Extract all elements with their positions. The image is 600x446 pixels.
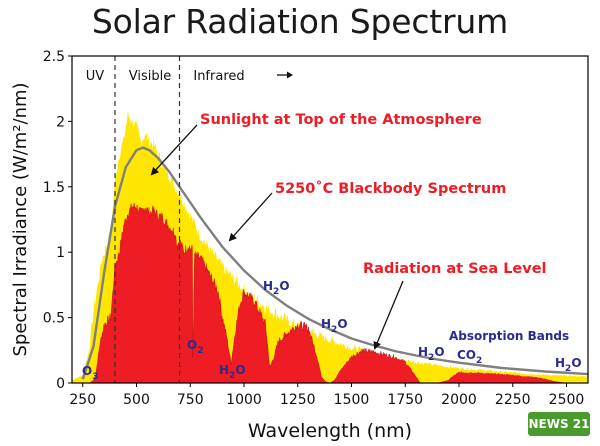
- molecule-label: H2O: [555, 356, 582, 374]
- x-tick-label: 750: [177, 392, 204, 408]
- blackbody-curve: [81, 146, 588, 380]
- area-layer: [72, 110, 588, 383]
- region-divider-layer: [114, 56, 181, 383]
- annotation-arrow-2: [228, 192, 273, 242]
- annotation-1: Sunlight at Top of the Atmosphere: [200, 112, 482, 128]
- x-tick-label: 1500: [334, 392, 370, 408]
- y-tick-label: 0.5: [43, 311, 65, 327]
- x-tick-label: 2000: [441, 392, 477, 408]
- annotation-2: 5250˚C Blackbody Spectrum: [275, 180, 506, 197]
- molecule-label: CO2: [457, 348, 482, 366]
- sea-level-area: [88, 202, 588, 383]
- molecule-label: H2O: [219, 363, 246, 381]
- annotation-3: Radiation at Sea Level: [363, 261, 547, 277]
- x-tick-label: 1250: [280, 392, 316, 408]
- axis-layer: 250 500 750 1000 1250 1500 1750 2000 2250 2500 0 0.…: [10, 49, 584, 442]
- annotation-arrow-1: [150, 124, 198, 176]
- molecule-label: H2O: [418, 345, 445, 363]
- molecule-label: H2O: [321, 317, 348, 335]
- news21-logo: NEWS 21: [528, 412, 590, 436]
- annotation-arrow-3: [373, 280, 404, 350]
- y-tick-label: 2: [56, 114, 65, 130]
- x-tick-label: 2250: [495, 392, 531, 408]
- x-tick-label: 250: [69, 392, 96, 408]
- molecule-label: H2O: [263, 279, 290, 297]
- region-label-visible: Visible: [129, 69, 171, 84]
- x-axis-label: Wavelength (nm): [248, 420, 412, 442]
- x-tick-label: 2500: [549, 392, 585, 408]
- y-tick-label: 2.5: [43, 49, 65, 65]
- absorption-bands-label: Absorption Bands: [449, 329, 569, 343]
- chart-title: Solar Radiation Spectrum: [91, 2, 509, 41]
- label-layer: UV Visible Infrared Sunlight at Top of the …: [82, 69, 582, 382]
- region-label-infrared: Infrared: [193, 69, 244, 84]
- blackbody-layer: [81, 146, 588, 380]
- region-label-uv: UV: [86, 69, 105, 84]
- infrared-arrow-head: [287, 71, 293, 79]
- x-tick-label: 1750: [387, 392, 423, 408]
- y-tick-label: 1.5: [43, 180, 65, 196]
- plot-frame-layer: [71, 55, 589, 384]
- molecule-label: O3: [82, 364, 98, 382]
- plot-frame: [71, 55, 589, 384]
- y-axis-label: Spectral Irradiance (W/m²/nm): [10, 82, 31, 356]
- x-tick-label: 1000: [226, 392, 262, 408]
- y-tick-label: 1: [56, 245, 65, 261]
- y-tick-label: 0: [56, 376, 65, 392]
- molecule-label: O2: [187, 338, 203, 356]
- x-tick-label: 500: [123, 392, 150, 408]
